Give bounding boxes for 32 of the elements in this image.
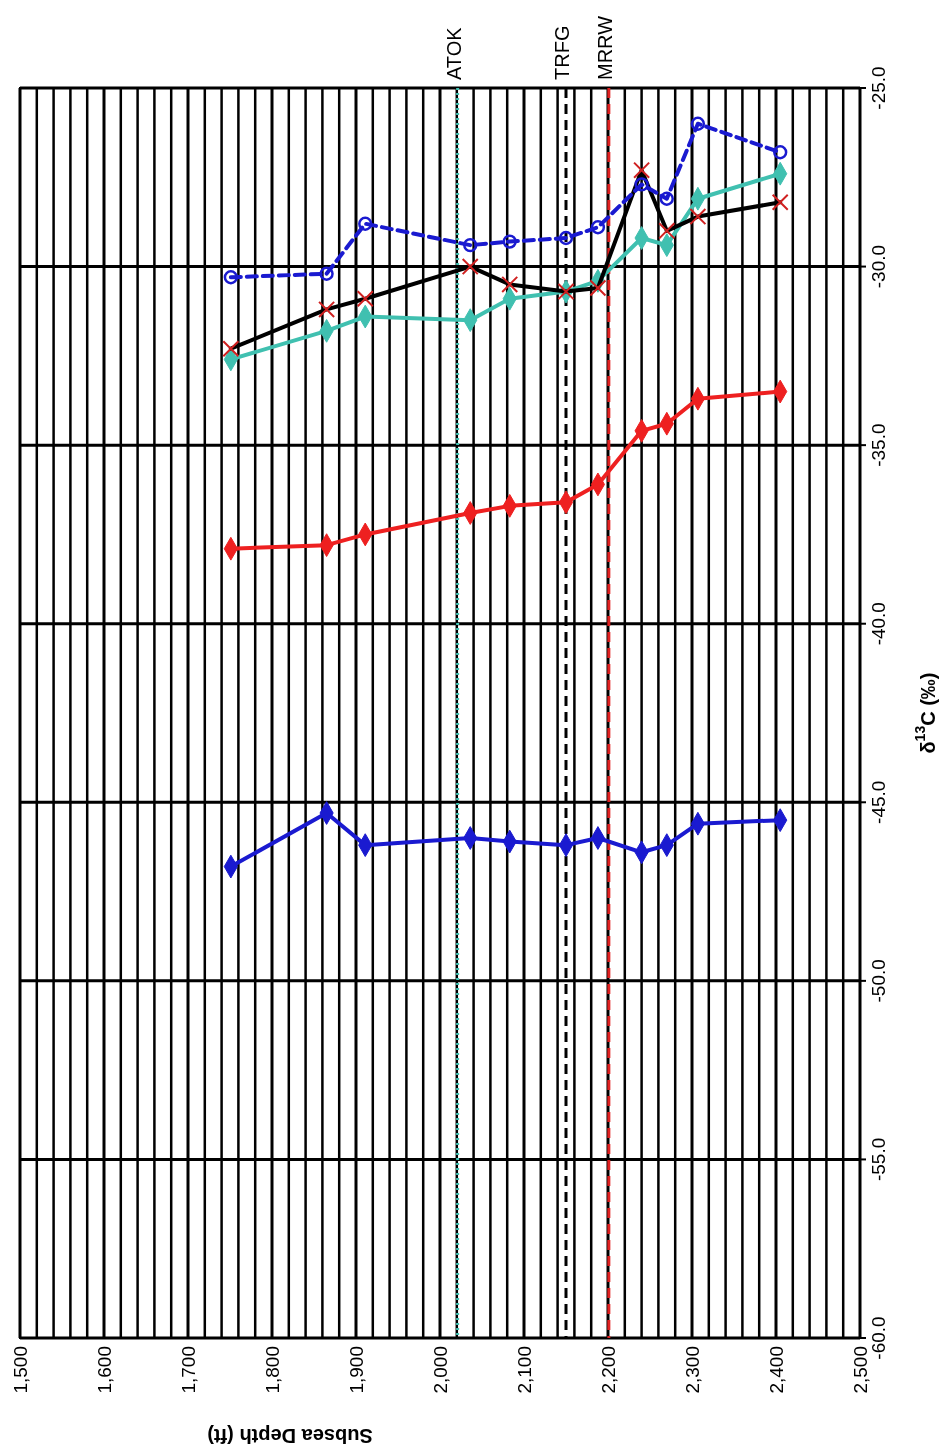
y-tick-label: -45.0 [867,780,889,824]
x-tick-label: 1,800 [261,1346,283,1394]
point [358,216,373,231]
point [463,237,478,253]
point [319,266,334,281]
y-tick-label: -35.0 [867,423,889,467]
x-tick-label: 1,500 [9,1346,31,1394]
point [659,191,674,206]
point [773,145,788,160]
point [502,234,517,249]
point [634,177,649,192]
x-tick-label: 2,000 [429,1346,451,1394]
x-tick-label: 1,700 [177,1346,199,1394]
point [558,230,574,246]
point [590,220,606,235]
x-tick-label: 2,300 [681,1346,703,1394]
y-tick-label: -40.0 [867,602,889,646]
x-tick-label: 1,600 [93,1346,115,1394]
ref-line-label: TRFG [551,25,573,80]
x-tick-label: 1,900 [345,1346,367,1394]
point [690,116,706,131]
ref-line-label: ATOK [442,26,465,80]
x-axis-title: Subsea Depth (ft) [207,1425,373,1447]
x-tick-label: 2,100 [513,1346,535,1394]
y-tick-label: -50.0 [867,959,889,1003]
y-tick-label: -55.0 [867,1137,889,1182]
ref-line-label: MRRW [593,15,616,80]
x-tick-label: 2,200 [597,1346,619,1394]
y-tick-label: -25.0 [867,66,889,110]
y-tick-label: -30.0 [867,244,889,289]
point [223,270,239,285]
x-tick-label: 2,400 [765,1346,787,1394]
